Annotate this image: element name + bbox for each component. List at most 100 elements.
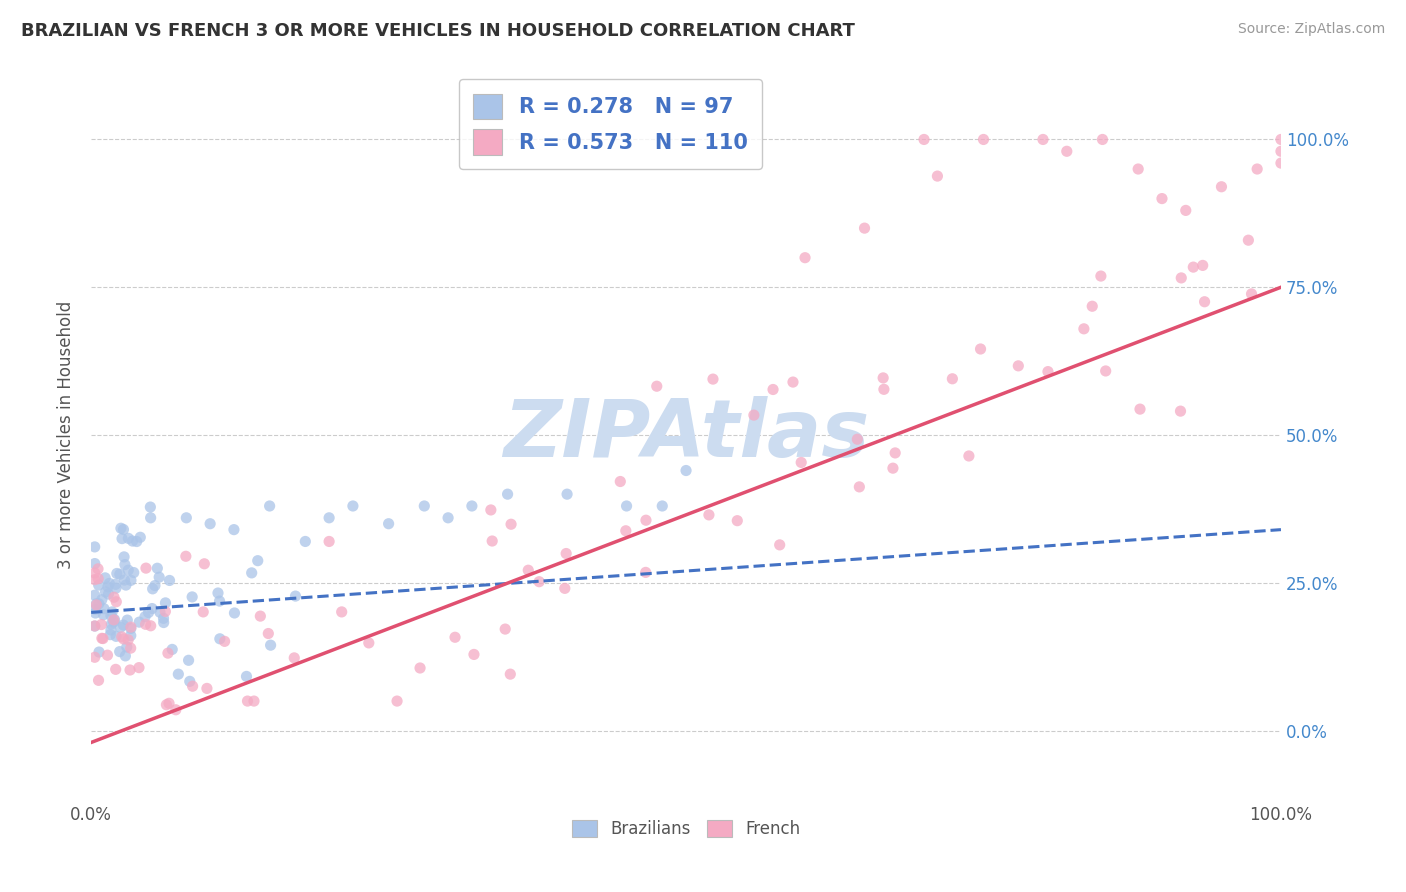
Point [120,629,142,643]
Point [240,566,263,580]
Point [181,590,204,604]
Point [129,530,152,544]
Point [284,589,307,603]
Point [208,632,231,646]
Point [941,372,963,386]
Point [122,566,145,580]
Point [103,591,125,605]
Point [479,503,502,517]
Point [1170,404,1192,418]
Point [93,601,115,615]
Point [444,630,467,644]
Point [97,580,120,594]
Point [873,382,896,396]
Point [135,561,157,575]
Point [463,648,485,662]
Point [142,582,165,596]
Point [105,566,128,581]
Point [318,534,340,549]
Point [1073,322,1095,336]
Point [112,618,135,632]
Point [159,574,181,588]
Point [143,578,166,592]
Point [1211,179,1233,194]
Point [616,499,638,513]
Point [149,605,172,619]
Point [138,606,160,620]
Point [853,221,876,235]
Point [155,698,177,712]
Point [1090,268,1112,283]
Point [634,513,657,527]
Point [1129,402,1152,417]
Point [1191,259,1213,273]
Point [461,499,484,513]
Point [111,630,134,644]
Point [128,660,150,674]
Point [120,620,142,634]
Point [634,566,657,580]
Point [318,511,340,525]
Point [181,679,204,693]
Point [413,499,436,513]
Point [117,632,139,647]
Point [193,605,215,619]
Point [121,534,143,549]
Point [246,554,269,568]
Point [112,632,135,646]
Point [94,571,117,585]
Point [555,547,578,561]
Point [125,534,148,549]
Point [377,516,399,531]
Point [110,620,132,634]
Point [83,573,105,587]
Point [794,251,817,265]
Point [884,446,907,460]
Point [179,674,201,689]
Point [969,342,991,356]
Text: Source: ZipAtlas.com: Source: ZipAtlas.com [1237,22,1385,37]
Point [243,694,266,708]
Point [118,663,141,677]
Point [790,455,813,469]
Point [174,549,197,564]
Point [769,538,792,552]
Point [259,638,281,652]
Point [87,578,110,592]
Point [697,508,720,522]
Point [98,576,121,591]
Point [222,523,245,537]
Point [120,641,142,656]
Point [135,617,157,632]
Point [517,563,540,577]
Point [86,598,108,612]
Point [97,587,120,601]
Point [193,557,215,571]
Point [409,661,432,675]
Point [195,681,218,696]
Point [87,673,110,688]
Point [103,613,125,627]
Point [645,379,668,393]
Point [848,480,870,494]
Point [100,617,122,632]
Point [675,463,697,477]
Point [115,578,138,592]
Point [94,585,117,599]
Point [1150,192,1173,206]
Point [90,632,112,646]
Point [103,613,125,627]
Point [104,577,127,591]
Point [702,372,724,386]
Point [609,475,631,489]
Point [1091,132,1114,146]
Point [198,516,221,531]
Point [782,375,804,389]
Point [139,619,162,633]
Point [1032,132,1054,146]
Point [257,626,280,640]
Point [83,566,105,580]
Point [83,540,105,554]
Point [283,651,305,665]
Point [165,703,187,717]
